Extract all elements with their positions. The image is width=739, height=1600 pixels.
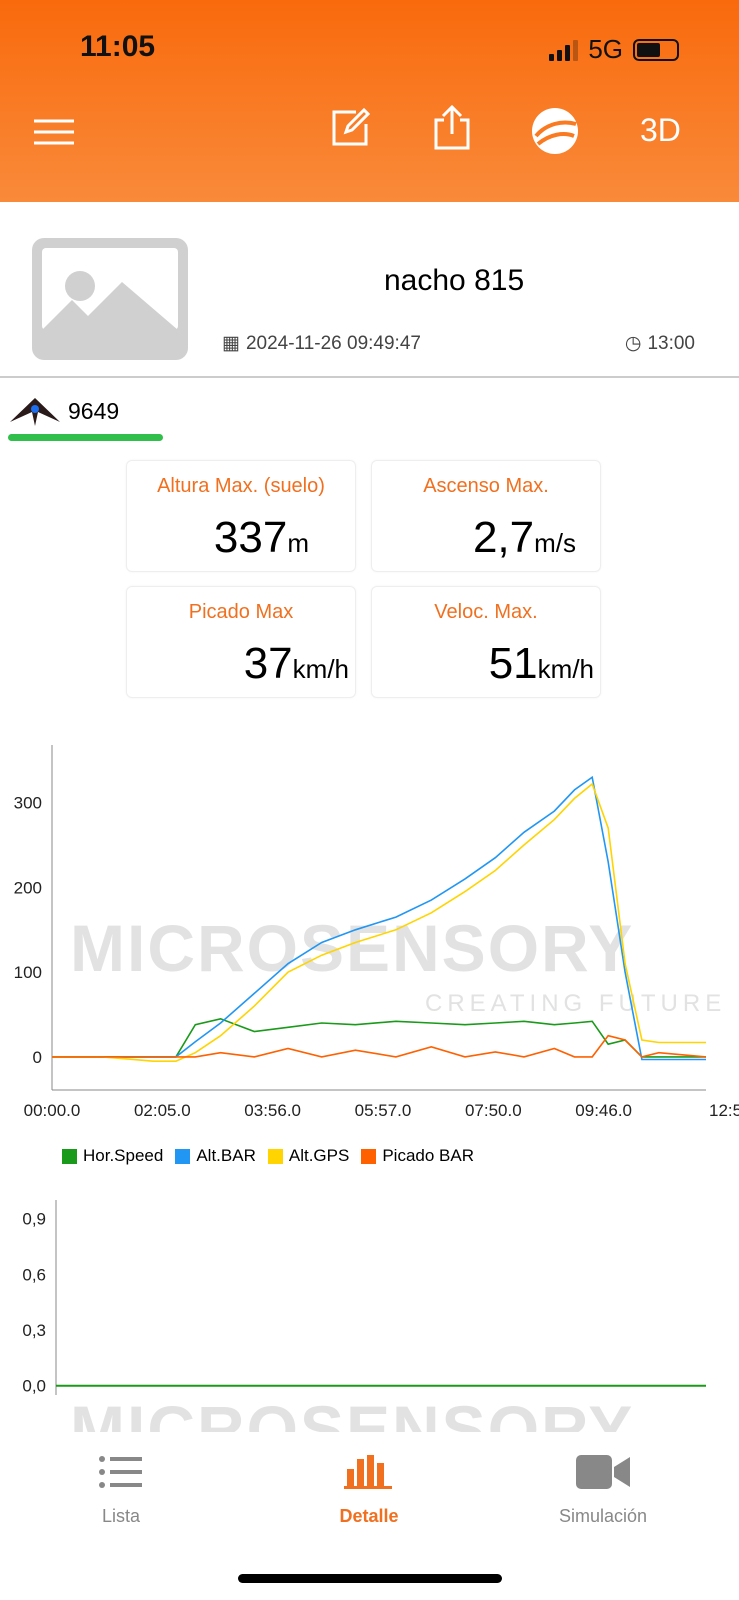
stat-label: Veloc. Max. [434,601,538,623]
google-earth-icon[interactable] [530,106,580,156]
edit-icon[interactable] [330,108,370,148]
flight-name: nacho 815 [384,264,525,297]
legend-item[interactable]: Alt.BAR [175,1146,256,1166]
y-tick-label: 100 [14,963,42,982]
tab-label: Lista [101,1506,141,1526]
glider-id: 9649 [68,397,120,424]
bottom-tab-bar: Lista Detalle Simulación [0,1435,739,1600]
watermark-brand-2: MICROSENSORY [70,1396,634,1432]
glider-icon [10,398,60,426]
3d-button[interactable]: 3D [640,112,681,148]
y-tick-label: 0,0 [22,1377,46,1396]
legend-item[interactable]: Hor.Speed [62,1146,163,1166]
x-tick-label: 07:50.0 [465,1101,522,1120]
calendar-icon: ▦ [222,333,240,354]
network-label: 5G [588,34,623,64]
watermark-brand: MICROSENSORY [70,911,635,985]
stat-label: Picado Max [188,601,294,623]
signal-icon [549,39,579,61]
status-indicators: 5G [549,34,679,65]
legend-item[interactable]: Picado BAR [361,1146,474,1166]
app-header: 11:05 5G 3D [0,0,739,202]
tab-simulacion[interactable]: Simulación [528,1455,678,1527]
y-tick-label: 200 [14,878,42,897]
menu-icon[interactable] [34,118,76,146]
image-placeholder-icon[interactable] [32,238,188,360]
tab-label: Simulación [558,1506,648,1526]
stat-value: 337m [213,513,309,562]
x-tick-label: 12:56. [709,1101,739,1120]
x-tick-label: 03:56.0 [244,1101,301,1120]
x-tick-label: 02:05.0 [134,1101,191,1120]
tab-lista[interactable]: Lista [46,1455,196,1527]
series-line-alt-bar [52,775,706,1061]
flight-duration: 13:00 [647,332,695,354]
watermark-tagline: CREATING FUTURE [425,990,727,1017]
battery-icon [633,38,679,61]
glider-tab[interactable]: 9649 [8,396,119,426]
timer-icon: ◷ [624,333,642,354]
x-tick-label: 05:57.0 [355,1101,412,1120]
bar-chart-icon [344,1455,392,1489]
series-line-picado-bar [52,1034,707,1058]
y-tick-label: 0,6 [22,1265,46,1284]
legend-item[interactable]: Alt.GPS [267,1146,349,1166]
secondary-chart[interactable]: 0,0 0,3 0,6 0,9 [0,1195,739,1435]
y-tick-label: 0 [33,1048,42,1067]
flight-header: nacho 815 ▦ 2024-11-26 09:49:47 ◷ 13:00 [0,202,739,378]
stat-label: Altura Max. (suelo) [157,475,325,497]
tab-label: Detalle [339,1506,399,1526]
flight-date: 2024-11-26 09:49:47 [245,332,421,354]
stat-card-max-dive: Picado Max 37km/h [126,586,356,698]
status-time: 11:05 [80,30,156,63]
series-line-hor-speed [52,1017,706,1058]
x-tick-label: 09:46.0 [575,1101,632,1120]
video-camera-icon [576,1455,630,1489]
stat-card-max-climb: Ascenso Max. 2,7m/s [371,460,601,572]
stat-value: 2,7m/s [472,513,576,562]
stat-card-max-height: Altura Max. (suelo) 337m [126,460,356,572]
flight-chart[interactable]: 0 100 200 300 00:00.0 02:05.0 03:56.0 05:57.0 07… [0,740,739,1140]
series-line-alt-gps [52,782,706,1063]
tab-detalle[interactable]: Detalle [294,1455,444,1527]
y-tick-label: 0,3 [22,1321,46,1340]
stat-value: 51km/h [488,639,594,688]
home-indicator[interactable] [238,1574,502,1583]
share-icon[interactable] [432,104,472,150]
y-tick-label: 300 [14,794,42,813]
stat-label: Ascenso Max. [423,475,549,497]
list-icon [99,1456,142,1488]
stat-card-max-speed: Veloc. Max. 51km/h [371,586,601,698]
x-tick-label: 00:00.0 [24,1101,81,1120]
y-tick-label: 0,9 [22,1210,46,1229]
chart-legend: Hor.Speed Alt.BAR Alt.GPS Picado BAR [62,1146,474,1166]
stat-value: 37km/h [243,639,349,688]
active-tab-indicator [8,434,163,441]
